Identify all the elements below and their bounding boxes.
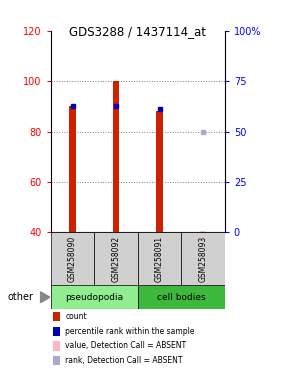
- Polygon shape: [41, 292, 50, 303]
- Bar: [200, 231, 206, 232]
- Bar: [181, 232, 225, 286]
- Text: count: count: [65, 312, 87, 321]
- Text: other: other: [7, 292, 33, 302]
- Text: GSM258092: GSM258092: [111, 236, 121, 282]
- Text: GSM258090: GSM258090: [68, 236, 77, 282]
- Bar: [156, 111, 163, 232]
- Text: percentile rank within the sample: percentile rank within the sample: [65, 327, 195, 336]
- Bar: [69, 106, 76, 232]
- Bar: [138, 232, 181, 286]
- Bar: [51, 285, 138, 309]
- Bar: [51, 232, 94, 286]
- Bar: [138, 285, 225, 309]
- Text: GSM258093: GSM258093: [198, 236, 208, 282]
- Bar: [94, 232, 138, 286]
- Text: value, Detection Call = ABSENT: value, Detection Call = ABSENT: [65, 341, 186, 351]
- Text: GDS3288 / 1437114_at: GDS3288 / 1437114_at: [69, 25, 206, 38]
- Text: cell bodies: cell bodies: [157, 293, 206, 302]
- Text: GSM258091: GSM258091: [155, 236, 164, 282]
- Text: rank, Detection Call = ABSENT: rank, Detection Call = ABSENT: [65, 356, 183, 365]
- Bar: [113, 81, 119, 232]
- Text: pseudopodia: pseudopodia: [65, 293, 123, 302]
